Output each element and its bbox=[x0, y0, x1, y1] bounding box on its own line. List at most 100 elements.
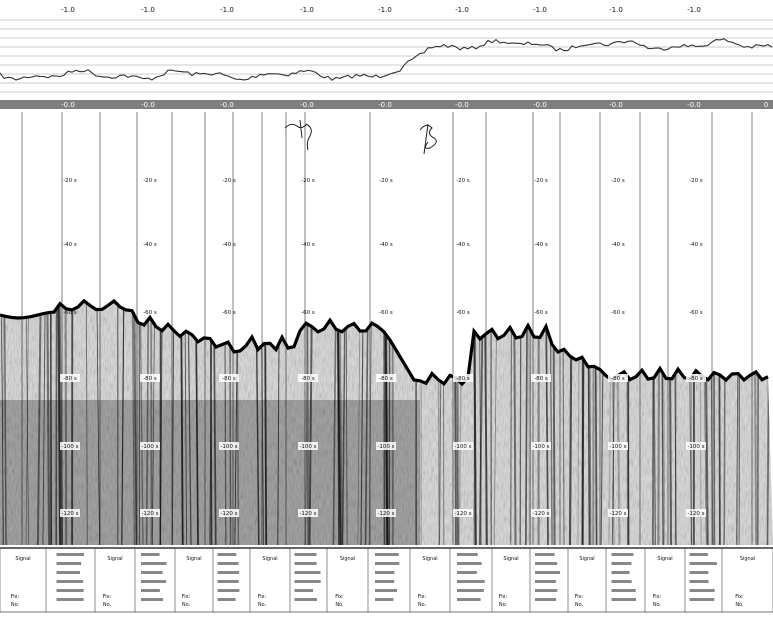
top-band-label: -1.0 bbox=[687, 6, 701, 14]
bottom-band-label: -0.0 bbox=[300, 101, 314, 109]
annotation-text-line bbox=[56, 571, 80, 574]
annotation-text-line bbox=[141, 562, 167, 565]
annotation-text-line bbox=[375, 562, 400, 565]
streak bbox=[341, 300, 346, 545]
annotation-text-line bbox=[141, 571, 163, 574]
depth-tick-label: -100 s bbox=[220, 444, 237, 450]
annotation-text-line bbox=[56, 562, 82, 565]
top-band-label: -1.0 bbox=[609, 6, 623, 14]
tick-label-bg bbox=[686, 374, 706, 382]
streak bbox=[135, 300, 137, 545]
depth-tick-label: -40 s bbox=[301, 242, 315, 248]
depth-tick-label: -120 s bbox=[220, 511, 237, 517]
annotation-no: No. bbox=[499, 602, 508, 608]
tick-label-bg bbox=[608, 509, 628, 517]
depth-tick-label: -60 s bbox=[379, 310, 393, 316]
annotation-fix: Fix: bbox=[258, 594, 267, 600]
tick-label-bg bbox=[140, 374, 160, 382]
annotation-text-line bbox=[141, 580, 166, 583]
tick-label-bg bbox=[298, 374, 318, 382]
depth-tick-label: -80 s bbox=[143, 376, 157, 382]
tick-label-bg bbox=[298, 442, 318, 450]
annotation-text-line bbox=[689, 571, 709, 574]
depth-tick-label: -80 s bbox=[63, 376, 77, 382]
streak bbox=[332, 300, 337, 545]
annotation-text-line bbox=[611, 589, 636, 592]
depth-tick-label: -40 s bbox=[611, 242, 625, 248]
bottom-band-label: -0.0 bbox=[61, 101, 75, 109]
annotation-fix: Fix: bbox=[11, 594, 20, 600]
tick-label-bg bbox=[686, 509, 706, 517]
annotation-no: No. bbox=[11, 602, 20, 608]
depth-tick-label: -40 s bbox=[689, 242, 703, 248]
annotation-signal: Signal bbox=[657, 556, 672, 562]
depth-tick-label: -120 s bbox=[61, 511, 78, 517]
streak bbox=[545, 300, 549, 545]
bottom-band-label: -0.0 bbox=[378, 101, 392, 109]
depth-tick-label: -60 s bbox=[689, 310, 703, 316]
annotation-text-line bbox=[56, 580, 84, 583]
annotation-text-line bbox=[217, 598, 236, 601]
annotation-no: No. bbox=[335, 602, 344, 608]
streak bbox=[364, 300, 369, 545]
streak bbox=[42, 300, 46, 545]
depth-tick-label: -120 s bbox=[141, 511, 158, 517]
annotation-text-line bbox=[457, 580, 485, 583]
streak bbox=[145, 300, 150, 545]
dark-body bbox=[0, 400, 420, 545]
bottom-band-label: -0.0 bbox=[609, 101, 623, 109]
depth-tick-label: -60 s bbox=[534, 310, 548, 316]
depth-tick-label: -100 s bbox=[687, 444, 704, 450]
depth-tick-label: -120 s bbox=[454, 511, 471, 517]
depth-tick-label: -100 s bbox=[609, 444, 626, 450]
streak bbox=[36, 300, 42, 545]
tick-label-bg bbox=[376, 374, 396, 382]
annotation-text-line bbox=[611, 598, 637, 601]
streak bbox=[525, 300, 529, 545]
bottom-band-label: -0.0 bbox=[141, 101, 155, 109]
streak bbox=[85, 300, 88, 545]
depth-tick-label: -100 s bbox=[141, 444, 158, 450]
depth-tick-label: -80 s bbox=[301, 376, 315, 382]
annotation-text-line bbox=[56, 589, 84, 592]
top-band-label: -1.0 bbox=[455, 6, 469, 14]
depth-tick-label: -100 s bbox=[454, 444, 471, 450]
streak bbox=[337, 300, 340, 545]
tick-label-bg bbox=[219, 442, 239, 450]
annotation-no: No. bbox=[735, 602, 744, 608]
annotation-text-line bbox=[56, 553, 85, 556]
top-band-label: -1.0 bbox=[220, 6, 234, 14]
streak bbox=[64, 300, 68, 545]
tick-label-bg bbox=[60, 374, 80, 382]
annotation-no: No. bbox=[258, 602, 267, 608]
depth-tick-label: -60 s bbox=[611, 310, 625, 316]
annotation-text-line bbox=[217, 580, 239, 583]
depth-tick-label: -20 s bbox=[301, 178, 315, 184]
tick-label-bg bbox=[608, 374, 628, 382]
depth-tick-label: -80 s bbox=[534, 376, 548, 382]
annotation-text-line bbox=[611, 553, 634, 556]
annotation-text-line bbox=[141, 589, 160, 592]
annotation-text-line bbox=[689, 589, 715, 592]
depth-tick-label: -100 s bbox=[532, 444, 549, 450]
annotation-text-line bbox=[535, 562, 558, 565]
streak bbox=[49, 300, 52, 545]
annotation-text-line bbox=[217, 562, 239, 565]
depth-tick-label: -80 s bbox=[379, 376, 393, 382]
annotation-fix: Fix: bbox=[335, 594, 344, 600]
annotation-text-line bbox=[457, 553, 478, 556]
depth-tick-label: -20 s bbox=[222, 178, 236, 184]
streak bbox=[57, 300, 62, 545]
streak bbox=[368, 300, 373, 545]
depth-tick-label: -120 s bbox=[299, 511, 316, 517]
streak bbox=[152, 300, 156, 545]
annotation-text-line bbox=[375, 553, 399, 556]
depth-tick-label: -40 s bbox=[379, 242, 393, 248]
depth-tick-label: -20 s bbox=[534, 178, 548, 184]
annotation-text-line bbox=[535, 553, 555, 556]
depth-tick-label: -80 s bbox=[611, 376, 625, 382]
fix-lines bbox=[21, 112, 753, 545]
depth-tick-label: -100 s bbox=[299, 444, 316, 450]
bottom-band-labels: -0.0 -0.0 -0.0 -0.0 -0.0 -0.0 -0.0 -0.0 -0.0 0 bbox=[61, 101, 768, 109]
